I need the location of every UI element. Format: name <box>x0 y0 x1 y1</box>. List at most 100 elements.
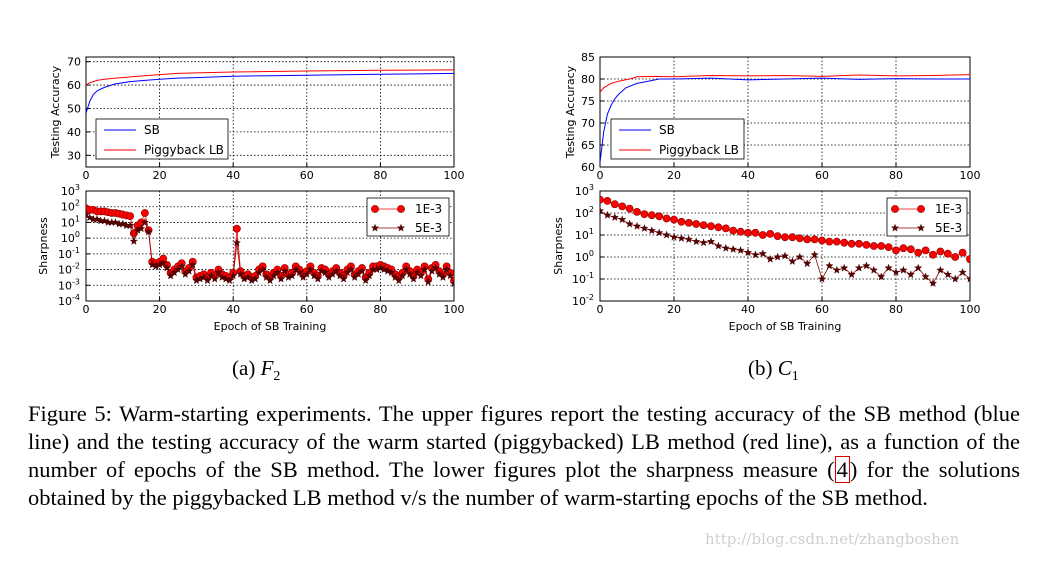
chart1-ylabel: Sharpness <box>37 217 50 275</box>
chart3-ytick-label: 103 <box>575 183 594 198</box>
chart1-ytick-label-exp: -1 <box>72 246 80 255</box>
chart1-series-1-point <box>229 271 238 280</box>
chart3-xtick-label: 40 <box>741 303 755 316</box>
chart3-series-0-point <box>884 243 893 251</box>
caption-part2: ) for the solutions obtained by the pigg… <box>28 457 1021 510</box>
chart3-series-1-point <box>618 215 627 224</box>
chart2-ytick-label: 75 <box>581 95 595 108</box>
chart3-series-0-point <box>869 242 878 250</box>
chart3-legend-marker-0-1 <box>917 205 925 213</box>
chart1-series-1-point <box>394 276 403 285</box>
chart1-series-1-point <box>431 263 440 272</box>
chart1-series-1-point <box>206 271 216 280</box>
chart3-series-0-point <box>929 250 937 259</box>
chart1-ytick-label-base: 10 <box>58 264 72 277</box>
chart3-series-1-point <box>662 230 671 239</box>
chart0-ytick-label: 70 <box>67 56 81 69</box>
chart3-series-0-point <box>818 236 826 245</box>
chart1-ytick-label-exp: -2 <box>72 262 80 271</box>
chart1-series-1-point <box>438 273 448 281</box>
chart3-ytick-label: 10-2 <box>572 293 594 308</box>
chart1-series-1-point <box>446 271 454 280</box>
chart1-legend-label-1: 5E-3 <box>415 221 442 235</box>
chart2-ytick-label: 80 <box>581 73 595 86</box>
chart1-series-group <box>86 204 454 288</box>
chart1-series-1-point <box>442 265 451 274</box>
caption-part1: Figure 5: Warm-starting experiments. The… <box>28 401 1020 482</box>
chart3-ytick-label: 102 <box>575 205 594 220</box>
chart3-series-1-point <box>884 263 893 272</box>
watermark: http://blog.csdn.net/zhangboshen <box>705 530 960 548</box>
chart3-series-0-point <box>677 217 686 226</box>
chart3-series-1-point <box>928 279 938 287</box>
chart3-series-0-point <box>692 220 701 228</box>
chart2-ytick-label: 85 <box>581 51 595 64</box>
chart0-xtick-label: 100 <box>444 169 465 182</box>
chart1-legend-marker-0-0 <box>371 205 379 213</box>
panel-label-b-prefix: (b) <box>748 356 778 380</box>
chart3-series-1-point <box>847 270 856 279</box>
chart3-series-1-point <box>951 274 960 283</box>
chart3-series-1-point <box>832 265 841 274</box>
chart3-series-0-point <box>795 234 804 243</box>
chart3-series-1-point <box>788 257 797 265</box>
chart3-series-0-point <box>600 195 604 204</box>
chart3-xtick-label: 20 <box>667 303 681 316</box>
chart3-legend-marker-1-1 <box>916 223 926 232</box>
chart0-series-group <box>86 69 454 114</box>
chart3-series-1-point <box>677 233 686 242</box>
chart0-legend-box <box>95 118 229 160</box>
panel-label-a-sub: 2 <box>273 369 281 385</box>
chart1-series-1-point <box>86 210 91 219</box>
chart3-series-0-point <box>825 237 834 246</box>
chart1-series-1-point <box>390 273 400 281</box>
chart2-xtick-label: 80 <box>889 169 903 182</box>
chart3-series-0-point <box>899 244 908 253</box>
chart2-series-0-line <box>600 77 970 163</box>
chart1-series-1-point <box>387 268 396 277</box>
chart1-series-1-point <box>405 269 415 278</box>
chart1-xtick-label: 60 <box>300 303 314 316</box>
chart3-series-1-point <box>906 270 915 279</box>
chart3-series-1-point <box>899 265 908 274</box>
chart3-series-0-point <box>699 221 708 229</box>
chart3-series-1-point <box>699 238 708 247</box>
chart1-series-1-point <box>111 218 120 226</box>
chart1-series-1-point <box>295 268 304 277</box>
chart1-series-1-point <box>317 266 326 275</box>
chart3-xtick-label: 80 <box>889 303 903 316</box>
chart1-ytick-label-base: 10 <box>58 279 72 292</box>
chart3-series-1-point <box>625 219 634 228</box>
chart1-series-1-point <box>137 224 146 233</box>
chart0-series-0-line <box>86 72 454 114</box>
chart3-series-0-point <box>803 235 812 244</box>
chart3-series-1-point <box>840 263 849 272</box>
chart1-xtick-label: 80 <box>373 303 387 316</box>
chart3-ytick-label-base: 10 <box>575 185 589 198</box>
chart1-series-1-point <box>100 216 109 225</box>
chart2-series-1-line <box>600 74 970 93</box>
chart3-series-0-point <box>966 255 970 264</box>
chart0-xtick-label: 40 <box>226 169 240 182</box>
chart3-series-1-point <box>914 263 923 272</box>
chart1-legend-marker-1-0 <box>370 223 380 232</box>
chart1-ytick-label-exp: 2 <box>75 199 80 208</box>
chart2-ytick-label: 70 <box>581 117 595 130</box>
chart3-series-1-point <box>773 252 782 261</box>
panel-label-b-symbol: C <box>777 356 792 380</box>
chart3-series-0-point <box>788 233 797 242</box>
chart3-series-0-point <box>721 224 730 233</box>
chart2-ylabel: Testing Accuracy <box>564 65 577 159</box>
chart3-series-0-point <box>758 231 767 239</box>
chart0-xtick-label: 20 <box>153 169 167 182</box>
caption-equation-ref[interactable]: 4 <box>834 456 850 483</box>
chart1-series-1-point <box>346 265 356 274</box>
chart3-series-0-point <box>943 249 952 258</box>
chart3-ytick-label-base: 10 <box>572 295 586 308</box>
chart3-ytick-label-base: 10 <box>575 207 589 220</box>
chart1-series-1-point <box>420 265 429 274</box>
chart3-series-1-point <box>647 226 656 235</box>
chart3-series-0-point <box>618 202 627 211</box>
chart3-series-0-point <box>744 228 752 237</box>
chart3-series-0-point <box>810 235 819 244</box>
